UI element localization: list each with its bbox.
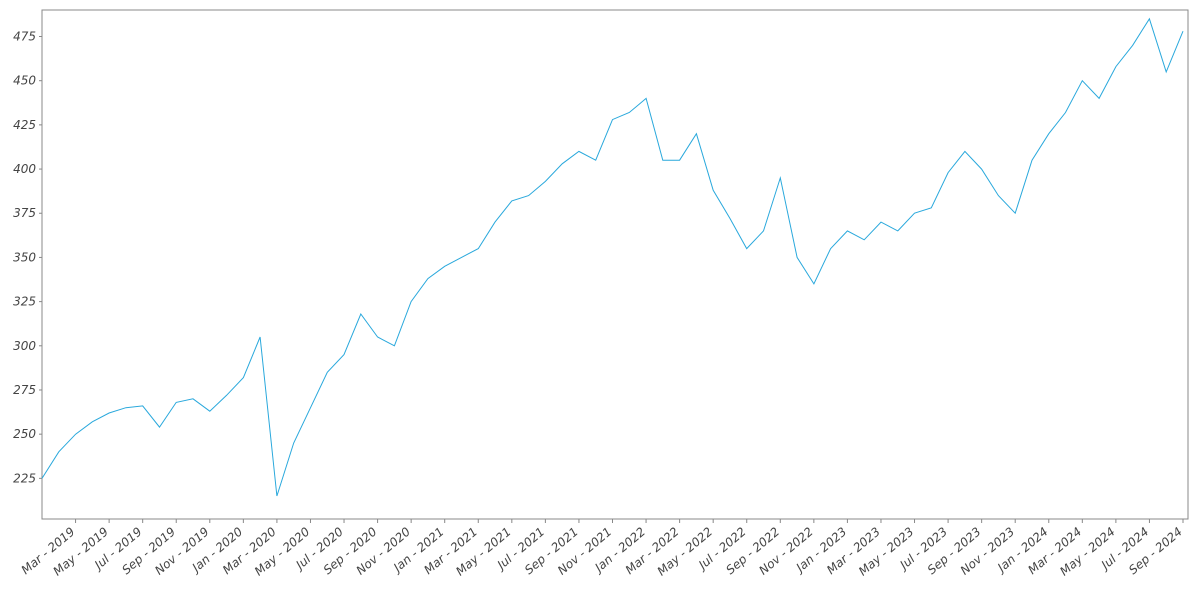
plot-frame bbox=[41, 9, 1189, 520]
y-tick-label: 250 bbox=[13, 427, 36, 441]
y-tick-label: 475 bbox=[13, 30, 36, 44]
y-tick-label: 225 bbox=[13, 471, 36, 485]
y-tick-label: 375 bbox=[13, 206, 36, 220]
y-tick-label: 400 bbox=[13, 162, 36, 176]
y-tick-label: 425 bbox=[13, 118, 36, 132]
y-tick-label: 350 bbox=[13, 250, 36, 264]
y-tick-label: 450 bbox=[13, 74, 36, 88]
y-tick-label: 275 bbox=[13, 383, 36, 397]
series-line bbox=[41, 17, 1184, 497]
y-tick-label: 300 bbox=[13, 339, 36, 353]
y-tick-label: 325 bbox=[13, 295, 36, 309]
